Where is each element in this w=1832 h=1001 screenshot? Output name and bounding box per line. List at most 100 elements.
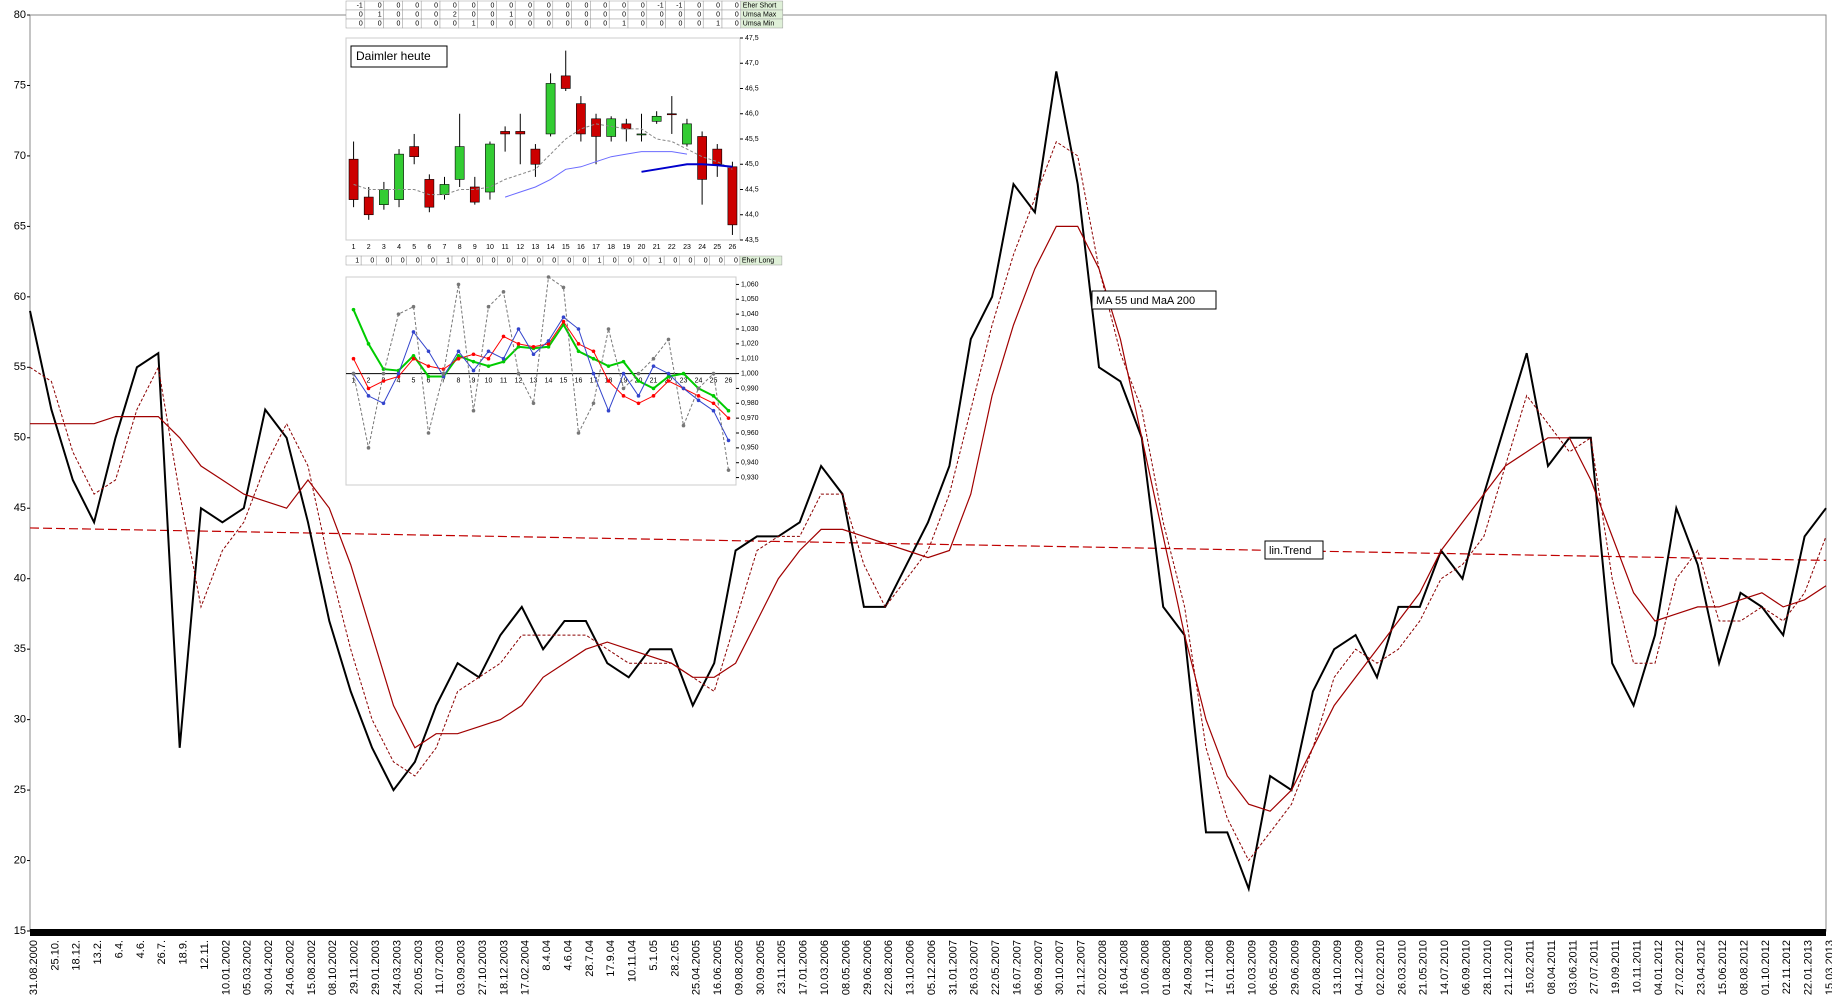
table-value: 0 (603, 2, 607, 9)
table-value: 0 (547, 11, 551, 18)
point (426, 374, 431, 379)
table-value: 0 (522, 257, 526, 264)
candle-body (545, 83, 556, 135)
table-value: 0 (566, 11, 570, 18)
point (711, 371, 716, 376)
x-tick-label: 22.08.2006 (883, 940, 895, 995)
annotation-box (1264, 540, 1324, 560)
plot-frame (29, 14, 1827, 932)
table-value: 0 (678, 20, 682, 27)
x-tick-label: 10.01.2002 (220, 940, 232, 995)
table-value: 0 (603, 11, 607, 18)
y-tick-label: 1,030 (741, 326, 759, 333)
x-tick-label: 4.6. (135, 940, 147, 958)
point (591, 356, 596, 361)
y-tick-label: 40 (14, 573, 26, 585)
x-tick-label: 15 (562, 244, 570, 251)
table-value: 1 (378, 11, 382, 18)
x-tick-label: 19 (620, 377, 628, 384)
table-value: 0 (528, 11, 532, 18)
table-value: 0 (643, 257, 647, 264)
x-tick-label: 30.10.2007 (1054, 940, 1066, 995)
x-tick-label: 21.12.2010 (1503, 940, 1515, 995)
x-tick-label: 8.4.04 (541, 940, 553, 971)
x-tick-label: 05.12.2006 (926, 940, 938, 995)
point (591, 349, 596, 354)
x-tick-label: 22.11.2012 (1781, 940, 1793, 994)
x-tick-label: 4 (397, 244, 401, 251)
x-tick-label: 13.10.2006 (905, 940, 917, 995)
x-tick-label: 27.10.2003 (477, 940, 489, 995)
table-value: 0 (509, 20, 513, 27)
x-tick-label: 18.12. (71, 940, 83, 971)
table-value: 0 (434, 20, 438, 27)
table-value: 0 (547, 2, 551, 9)
x-tick-label: 10.03.2009 (1247, 940, 1259, 995)
y-tick-label: 15 (14, 925, 26, 937)
x-tick-label: 28.7.04 (584, 940, 596, 977)
x-tick-label: 13.10.2009 (1332, 940, 1344, 995)
x-tick-label: 6 (427, 377, 431, 384)
point (651, 356, 656, 361)
point (651, 364, 656, 368)
candle-body (727, 166, 738, 226)
table-value: 0 (453, 2, 457, 9)
annotation-box (1091, 290, 1217, 310)
x-tick-label: 12 (516, 244, 524, 251)
x-tick-label: 5 (412, 377, 416, 384)
x-tick-label: 26 (725, 377, 733, 384)
series-line (353, 320, 729, 419)
table-value: 0 (378, 20, 382, 27)
table-value: 0 (537, 257, 541, 264)
annotation: MA 55 und MaA 200 (1096, 295, 1195, 307)
point (426, 431, 431, 435)
table-label: Eher Long (742, 257, 774, 264)
point (606, 327, 611, 331)
point (381, 401, 386, 406)
x-tick-label: 26.03.2010 (1396, 940, 1408, 995)
x-tick-label: 23.11.2005 (776, 940, 788, 994)
table-label: Umsa Max (743, 11, 777, 18)
x-tick-label: 16 (575, 377, 583, 384)
x-tick-label: 14 (547, 244, 555, 251)
x-tick-label: 10.11.04 (627, 940, 639, 982)
y-tick-label: 0,960 (741, 430, 759, 437)
x-tick-label: 24 (698, 244, 706, 251)
x-tick-label: 28.2.05 (669, 940, 681, 977)
point (411, 330, 416, 334)
table-value: 0 (359, 11, 363, 18)
candle-body (379, 189, 389, 205)
table-value: 0 (509, 2, 513, 9)
table-value: 0 (716, 2, 720, 9)
x-tick-label: 18.12.2003 (498, 940, 510, 995)
x-tick-label: 08.04.2011 (1546, 940, 1558, 994)
y-tick-label: 1,020 (741, 341, 759, 348)
y-tick-label: 44,0 (745, 212, 759, 219)
point (516, 327, 521, 331)
table-value: 0 (401, 257, 405, 264)
point (681, 386, 686, 391)
series-line (30, 225, 1827, 812)
point (396, 371, 401, 376)
x-tick-label: 08.05.2006 (840, 940, 852, 995)
candle-body (591, 118, 601, 137)
table-value: 0 (528, 2, 532, 9)
table-value: 0 (689, 257, 693, 264)
point (456, 282, 461, 287)
y-tick-label: 75 (14, 79, 26, 91)
table-value: 0 (641, 20, 645, 27)
table-value: 0 (472, 2, 476, 9)
y-tick-label: 43,5 (745, 237, 759, 244)
table-value: 1 (472, 20, 476, 27)
table-value: 1 (716, 20, 720, 27)
series-line (29, 71, 1827, 893)
table-value: 0 (492, 257, 496, 264)
x-tick-label: 15.01.2009 (1225, 940, 1237, 995)
table-value: 0 (603, 20, 607, 27)
table-value: 0 (547, 20, 551, 27)
point (636, 371, 641, 376)
table-value: 0 (567, 257, 571, 264)
table-value: 0 (552, 257, 556, 264)
x-tick-label: 10.06.2008 (1140, 940, 1152, 995)
